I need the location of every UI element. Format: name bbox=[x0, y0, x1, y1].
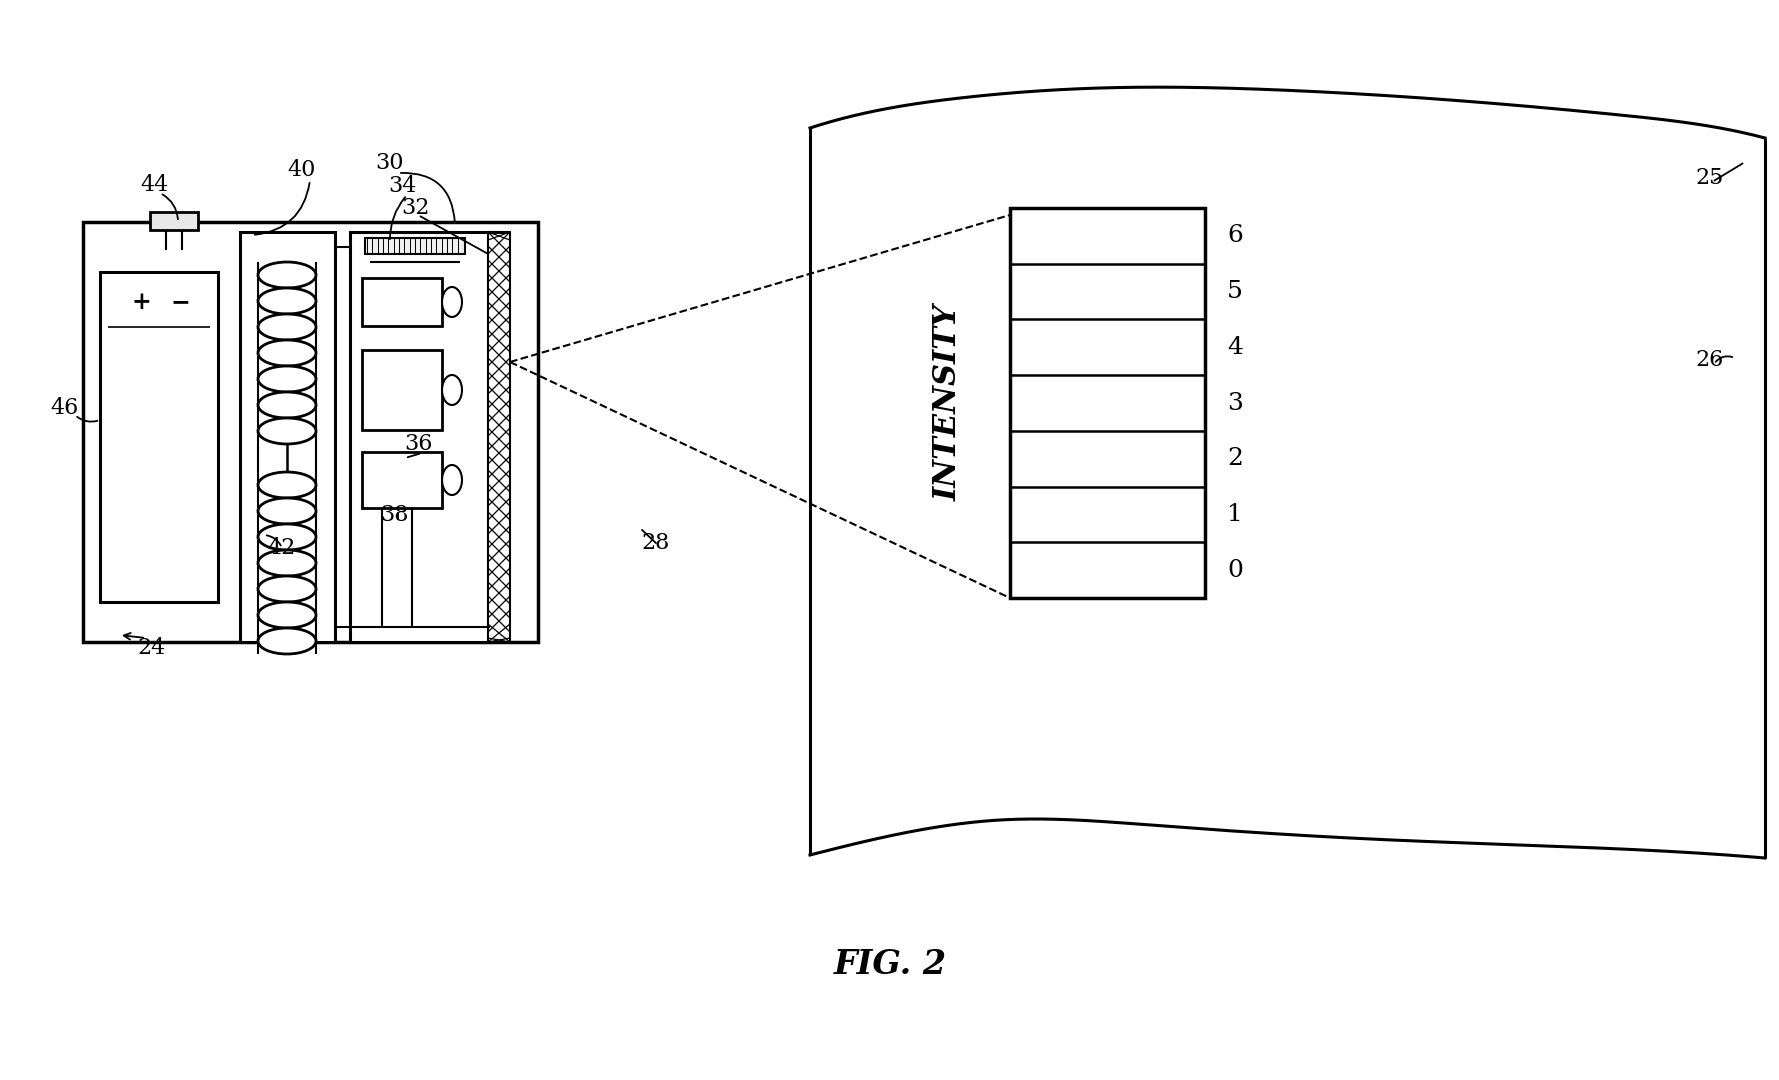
Text: 32: 32 bbox=[400, 197, 429, 219]
Ellipse shape bbox=[258, 576, 317, 602]
Bar bbox=[487, 232, 511, 642]
Ellipse shape bbox=[441, 287, 463, 318]
Ellipse shape bbox=[441, 465, 463, 495]
Ellipse shape bbox=[258, 288, 317, 314]
Text: 34: 34 bbox=[388, 175, 416, 197]
Text: 42: 42 bbox=[269, 537, 295, 559]
Text: 24: 24 bbox=[139, 637, 165, 659]
Text: +: + bbox=[132, 291, 151, 314]
Ellipse shape bbox=[258, 418, 317, 444]
Ellipse shape bbox=[258, 550, 317, 576]
Bar bbox=[361, 278, 441, 326]
Ellipse shape bbox=[258, 262, 317, 288]
Text: 40: 40 bbox=[288, 159, 317, 181]
Text: 2: 2 bbox=[1228, 447, 1244, 470]
Text: 3: 3 bbox=[1228, 391, 1244, 415]
Text: 46: 46 bbox=[52, 397, 78, 419]
Text: 4: 4 bbox=[1228, 336, 1244, 359]
Text: 36: 36 bbox=[404, 433, 432, 455]
Text: −: − bbox=[171, 291, 190, 314]
Bar bbox=[361, 350, 441, 430]
Ellipse shape bbox=[441, 375, 463, 405]
Text: 30: 30 bbox=[375, 152, 404, 174]
Bar bbox=[100, 272, 219, 602]
Ellipse shape bbox=[258, 314, 317, 340]
Ellipse shape bbox=[258, 340, 317, 366]
Text: INTENSITY: INTENSITY bbox=[932, 305, 964, 501]
Text: 5: 5 bbox=[1228, 280, 1244, 303]
Ellipse shape bbox=[258, 627, 317, 654]
Text: 0: 0 bbox=[1228, 558, 1244, 582]
Ellipse shape bbox=[258, 392, 317, 418]
Ellipse shape bbox=[258, 602, 317, 627]
Text: 44: 44 bbox=[141, 174, 169, 195]
Bar bbox=[84, 222, 537, 642]
Text: 25: 25 bbox=[1695, 167, 1724, 189]
Ellipse shape bbox=[258, 524, 317, 550]
Text: 26: 26 bbox=[1695, 349, 1724, 372]
Ellipse shape bbox=[258, 366, 317, 392]
Text: 1: 1 bbox=[1228, 503, 1244, 526]
Bar bbox=[361, 453, 441, 508]
Bar bbox=[240, 232, 334, 642]
Ellipse shape bbox=[258, 472, 317, 498]
Ellipse shape bbox=[258, 498, 317, 524]
Bar bbox=[149, 212, 197, 230]
Text: 38: 38 bbox=[381, 504, 409, 526]
Bar bbox=[365, 238, 464, 254]
Bar bbox=[1010, 208, 1204, 598]
Text: FIG. 2: FIG. 2 bbox=[833, 948, 946, 982]
Bar bbox=[350, 232, 489, 642]
Text: 28: 28 bbox=[642, 532, 671, 554]
Text: 6: 6 bbox=[1228, 225, 1244, 247]
